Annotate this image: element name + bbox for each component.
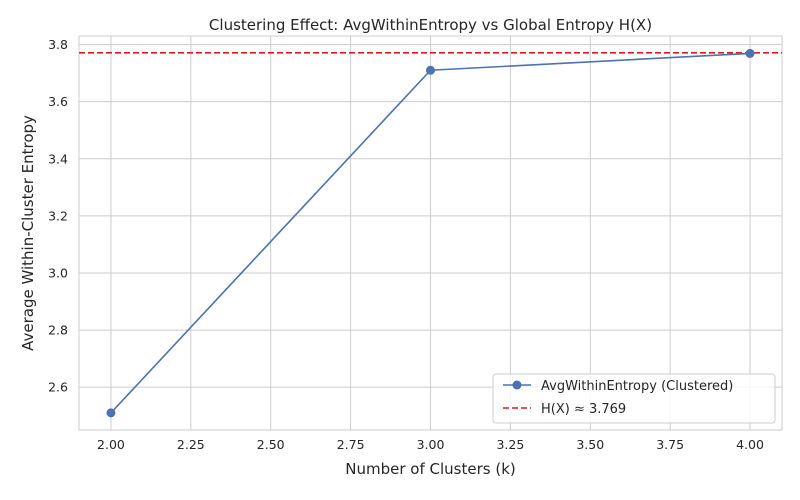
x-tick-label: 2.25 [177,437,205,452]
x-tick-label: 3.50 [576,437,604,452]
y-tick-labels: 2.6 2.8 3.0 3.2 3.4 3.6 3.8 [48,37,68,395]
y-tick-label: 3.6 [48,94,68,109]
x-tick-label: 2.75 [337,437,365,452]
x-tick-label: 2.50 [257,437,285,452]
series [106,48,755,418]
x-axis-label: Number of Clusters (k) [345,460,515,478]
x-tick-label: 3.75 [656,437,684,452]
x-tick-label: 2.00 [97,437,125,452]
y-tick-label: 3.2 [48,208,68,223]
y-tick-label: 2.8 [48,323,68,338]
y-tick-label: 3.0 [48,265,68,280]
data-point [745,48,755,58]
data-point [106,408,116,418]
y-tick-label: 2.6 [48,380,68,395]
x-tick-label: 3.00 [417,437,445,452]
legend-series-label: AvgWithinEntropy (Clustered) [541,379,733,394]
y-axis-label: Average Within-Cluster Entropy [19,115,37,351]
y-tick-label: 3.8 [48,37,68,52]
y-tick-label: 3.4 [48,151,68,166]
plot-frame [78,35,783,431]
x-tick-labels: 2.00 2.25 2.50 2.75 3.00 3.25 3.50 3.75 4.00 [97,437,764,452]
legend-series-marker [512,380,522,390]
x-tick-label: 3.25 [496,437,524,452]
legend-box [492,373,776,424]
x-tick-label: 4.00 [736,437,764,452]
legend: AvgWithinEntropy (Clustered) H(X) ≈ 3.76… [492,373,776,424]
chart-title: Clustering Effect: AvgWithinEntropy vs G… [209,16,652,34]
data-point [426,65,435,75]
legend-reference-label: H(X) ≈ 3.769 [541,402,626,417]
